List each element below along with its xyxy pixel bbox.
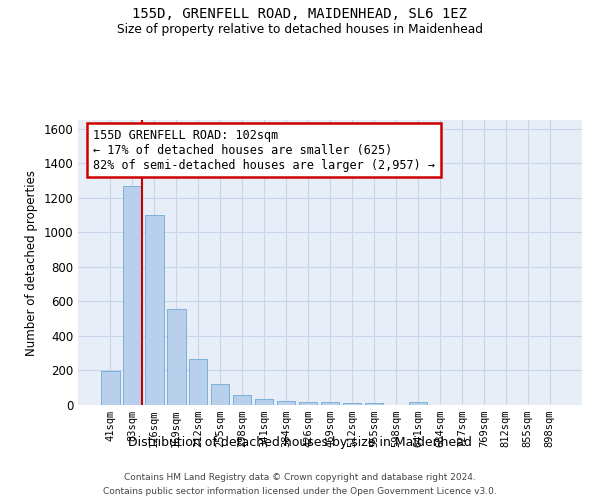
Bar bbox=[299, 402, 317, 405]
Bar bbox=[189, 359, 208, 405]
Y-axis label: Number of detached properties: Number of detached properties bbox=[25, 170, 38, 356]
Bar bbox=[365, 404, 383, 405]
Bar bbox=[101, 372, 119, 405]
Bar bbox=[211, 384, 229, 405]
Text: 155D, GRENFELL ROAD, MAIDENHEAD, SL6 1EZ: 155D, GRENFELL ROAD, MAIDENHEAD, SL6 1EZ bbox=[133, 8, 467, 22]
Bar bbox=[255, 399, 274, 405]
Bar bbox=[145, 215, 164, 405]
Bar bbox=[167, 309, 185, 405]
Bar bbox=[123, 186, 142, 405]
Bar bbox=[343, 404, 361, 405]
Text: Contains HM Land Registry data © Crown copyright and database right 2024.: Contains HM Land Registry data © Crown c… bbox=[124, 473, 476, 482]
Text: 155D GRENFELL ROAD: 102sqm
← 17% of detached houses are smaller (625)
82% of sem: 155D GRENFELL ROAD: 102sqm ← 17% of deta… bbox=[93, 128, 435, 172]
Bar bbox=[320, 402, 340, 405]
Bar bbox=[409, 402, 427, 405]
Bar bbox=[277, 400, 295, 405]
Text: Size of property relative to detached houses in Maidenhead: Size of property relative to detached ho… bbox=[117, 22, 483, 36]
Text: Contains public sector information licensed under the Open Government Licence v3: Contains public sector information licen… bbox=[103, 486, 497, 496]
Text: Distribution of detached houses by size in Maidenhead: Distribution of detached houses by size … bbox=[128, 436, 472, 449]
Bar bbox=[233, 394, 251, 405]
